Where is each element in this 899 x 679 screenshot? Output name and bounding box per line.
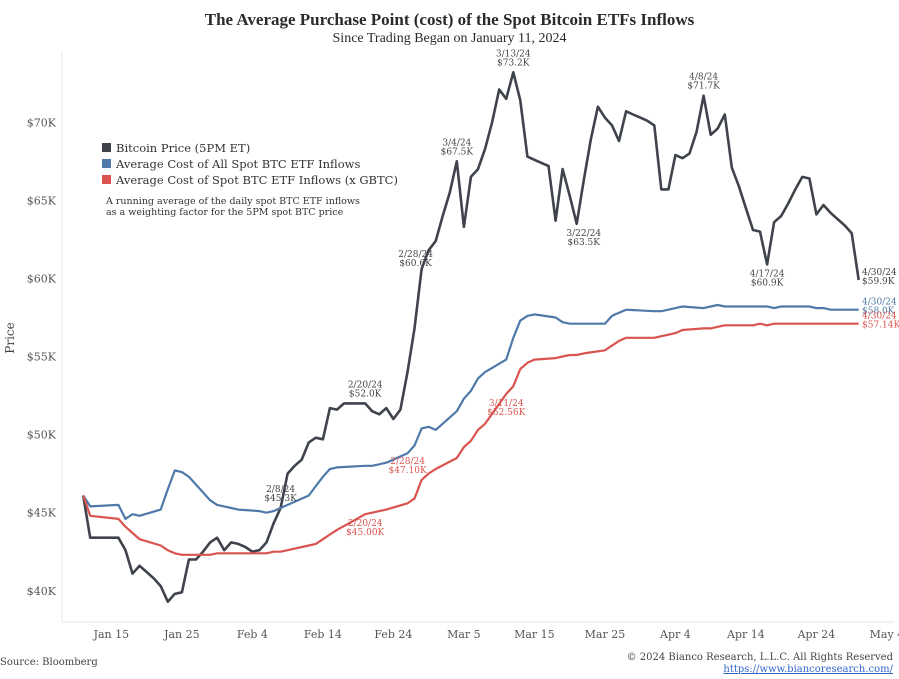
legend-label: Bitcoin Price (5PM ET) [116, 141, 250, 155]
y-tick-label: $40K [27, 585, 57, 598]
source-note: Source: Bloomberg [0, 657, 98, 668]
annotation-date: 3/22/24 [566, 229, 601, 239]
x-tick-label: Mar 15 [514, 628, 555, 641]
annotation-value: $63.5K [568, 238, 601, 248]
data-annotation: 3/4/24$67.5K [441, 138, 474, 157]
annotation-value: $52.56K [487, 408, 525, 418]
annotation-value: $45.3K [264, 494, 297, 504]
copyright-text: © 2024 Bianco Research, L.L.C. All Right… [626, 652, 893, 663]
annotation-value: $67.5K [441, 147, 474, 157]
annotation-value: $71.7K [687, 82, 720, 92]
legend-swatch [102, 159, 111, 168]
data-annotation: 4/30/24$59.9K [862, 268, 897, 287]
data-annotation: 2/20/24$52.0K [348, 380, 383, 399]
legend-label: Average Cost of All Spot BTC ETF Inflows [115, 157, 360, 171]
series-lines [81, 71, 860, 604]
series-line-1 [82, 303, 859, 521]
x-axis: Jan 15 Jan 25 Feb 4 Feb 14 Feb 24 Mar 5 Mar 15… [93, 628, 899, 641]
x-tick-label: May 4 [870, 628, 899, 641]
y-tick-label: $55K [27, 351, 57, 364]
annotation-date: 2/20/24 [348, 519, 383, 529]
x-tick-label: Mar 25 [585, 628, 626, 641]
y-tick-label: $50K [27, 429, 57, 442]
annotation-value: $60.6K [399, 259, 432, 269]
legend-label: Average Cost of Spot BTC ETF Inflows (x … [115, 173, 398, 187]
y-tick-label: $65K [27, 194, 57, 207]
legend-swatch [102, 175, 111, 184]
x-tick-label: Jan 15 [93, 628, 130, 641]
annotation-date: 4/30/24 [862, 312, 897, 322]
y-axis: $40K $45K $50K $55K $60K $65K $70K [27, 116, 57, 597]
annotation-date: 3/13/24 [496, 49, 531, 59]
chart-title: The Average Purchase Point (cost) of the… [204, 10, 695, 29]
annotation-date: 4/30/24 [862, 268, 897, 278]
annotations: 2/8/24$45.3K2/20/24$52.0K2/28/24$60.6K3/… [264, 49, 899, 538]
annotation-value: $52.0K [349, 389, 382, 399]
legend-note: A running average of the daily spot BTC … [105, 196, 360, 207]
annotation-date: 2/8/24 [266, 485, 295, 495]
annotation-date: 4/30/24 [862, 298, 897, 308]
annotation-value: $59.9K [862, 277, 895, 287]
chart-subtitle: Since Trading Began on January 11, 2024 [332, 31, 567, 46]
x-tick-label: Apr 24 [797, 628, 836, 641]
y-axis-label: Price [3, 322, 17, 353]
annotation-date: 4/8/24 [689, 73, 718, 83]
legend: Bitcoin Price (5PM ET) Average Cost of Al… [102, 141, 398, 218]
x-tick-label: Feb 4 [237, 628, 268, 641]
annotation-date: 3/11/24 [489, 399, 524, 409]
annotation-value: $57.14K [862, 321, 899, 331]
legend-note: as a weighting factor for the 5PM spot B… [106, 207, 344, 218]
series-line-2 [82, 322, 859, 556]
x-tick-label: Feb 24 [374, 628, 412, 641]
legend-swatch [102, 143, 111, 152]
annotation-value: $47.10K [388, 466, 426, 476]
y-tick-label: $60K [27, 272, 57, 285]
x-tick-label: Jan 25 [163, 628, 200, 641]
data-annotation: 4/30/24$58.0K [862, 298, 897, 317]
data-annotation: 3/13/24$73.2K [496, 49, 531, 68]
data-annotation: 4/8/24$71.7K [687, 73, 720, 92]
website-link[interactable]: https://www.biancoresearch.com/ [723, 664, 893, 675]
annotation-date: 2/28/24 [398, 250, 433, 260]
data-annotation: 2/28/24$60.6K [398, 250, 433, 269]
series-line-0 [81, 71, 860, 604]
data-annotation: 4/30/24$57.14K [862, 312, 899, 331]
data-annotation: 2/28/24$47.10K [388, 457, 426, 476]
copyright-block: © 2024 Bianco Research, L.L.C. All Right… [627, 652, 893, 676]
annotation-date: 3/4/24 [442, 138, 471, 148]
y-tick-label: $70K [27, 116, 57, 129]
annotation-value: $73.2K [497, 58, 530, 68]
annotation-value: $58.0K [862, 307, 895, 317]
plot-area [62, 52, 894, 622]
x-tick-label: Apr 4 [659, 628, 691, 641]
data-annotation: 2/8/24$45.3K [264, 485, 297, 504]
x-tick-label: Feb 14 [304, 628, 342, 641]
x-tick-label: Mar 5 [447, 628, 481, 641]
data-annotation: 3/22/24$63.5K [566, 229, 601, 248]
y-tick-label: $45K [27, 507, 57, 520]
data-annotation: 2/20/24$45.00K [346, 519, 384, 538]
annotation-value: $45.00K [346, 528, 384, 538]
x-tick-label: Apr 14 [726, 628, 765, 641]
annotation-date: 2/28/24 [390, 457, 425, 467]
annotation-value: $60.9K [751, 278, 784, 288]
annotation-date: 2/20/24 [348, 380, 383, 390]
annotation-date: 4/17/24 [750, 269, 785, 279]
data-annotation: 3/11/24$52.56K [487, 399, 525, 418]
data-annotation: 4/17/24$60.9K [750, 269, 785, 288]
